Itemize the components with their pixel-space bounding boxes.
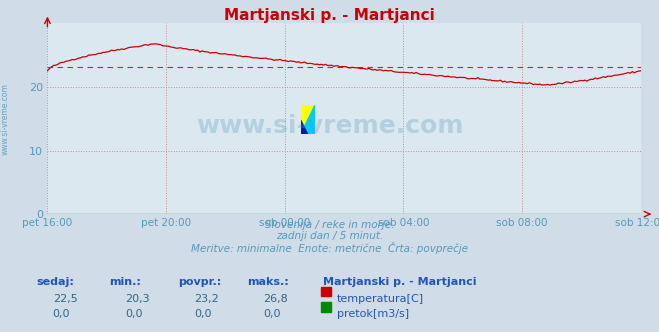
Text: 0,0: 0,0 bbox=[264, 309, 281, 319]
Polygon shape bbox=[301, 120, 308, 134]
Text: 26,8: 26,8 bbox=[264, 294, 289, 304]
Text: 23,2: 23,2 bbox=[194, 294, 219, 304]
Text: zadnji dan / 5 minut.: zadnji dan / 5 minut. bbox=[276, 231, 383, 241]
Text: min.:: min.: bbox=[109, 277, 140, 287]
Text: pretok[m3/s]: pretok[m3/s] bbox=[337, 309, 409, 319]
Polygon shape bbox=[301, 105, 315, 134]
Text: povpr.:: povpr.: bbox=[178, 277, 221, 287]
Text: 20,3: 20,3 bbox=[125, 294, 150, 304]
Text: sedaj:: sedaj: bbox=[36, 277, 74, 287]
Text: www.si-vreme.com: www.si-vreme.com bbox=[196, 114, 463, 138]
Text: 0,0: 0,0 bbox=[194, 309, 212, 319]
Text: www.si-vreme.com: www.si-vreme.com bbox=[1, 84, 10, 155]
Text: Martjanski p. - Martjanci: Martjanski p. - Martjanci bbox=[224, 8, 435, 23]
Text: 0,0: 0,0 bbox=[53, 309, 71, 319]
Text: Slovenija / reke in morje.: Slovenija / reke in morje. bbox=[265, 220, 394, 230]
Text: Meritve: minimalne  Enote: metrične  Črta: povprečje: Meritve: minimalne Enote: metrične Črta:… bbox=[191, 242, 468, 254]
Text: 22,5: 22,5 bbox=[53, 294, 78, 304]
Text: 0,0: 0,0 bbox=[125, 309, 143, 319]
Text: Martjanski p. - Martjanci: Martjanski p. - Martjanci bbox=[323, 277, 476, 287]
Text: maks.:: maks.: bbox=[247, 277, 289, 287]
Polygon shape bbox=[301, 105, 315, 134]
Text: temperatura[C]: temperatura[C] bbox=[337, 294, 424, 304]
